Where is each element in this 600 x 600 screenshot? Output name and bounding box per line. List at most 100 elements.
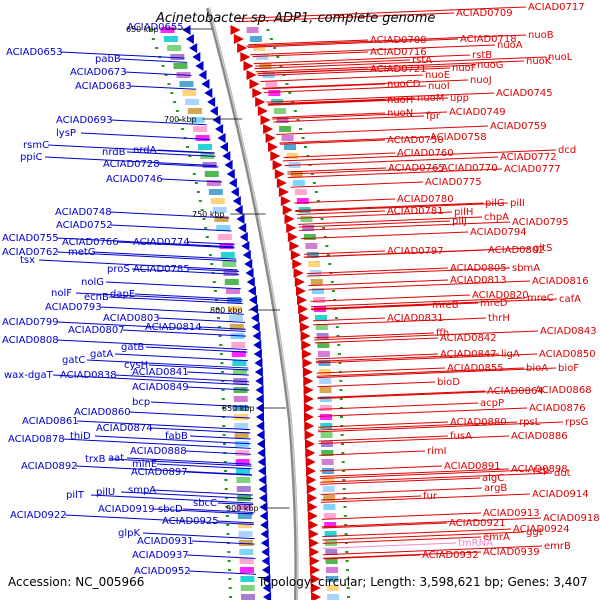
tick-mark bbox=[339, 398, 343, 400]
plus-strand-arrow bbox=[290, 250, 301, 260]
plus-gene-label: ACIAD0718 bbox=[460, 34, 517, 45]
plus-gene-label: ACIAD0770 bbox=[441, 163, 498, 174]
minus-strand-arrow bbox=[241, 241, 250, 251]
leader-line bbox=[60, 51, 185, 59]
annotation-tile bbox=[232, 360, 247, 366]
annotation-tile bbox=[240, 576, 255, 582]
tick-mark bbox=[185, 146, 189, 148]
minus-strand-arrow bbox=[255, 412, 264, 422]
leader-line bbox=[296, 210, 386, 216]
plus-strand-arrow bbox=[310, 565, 320, 575]
annotation-tile bbox=[326, 567, 338, 573]
gene-labels: ACIAD0655 ACIAD0653 pabB ACIAD0673 ACIAD0683… bbox=[2, 2, 600, 577]
minus-gene-label: minE bbox=[132, 459, 157, 470]
annotation-tile bbox=[322, 477, 335, 483]
plus-gene-label: ACIAD0775 bbox=[425, 177, 482, 188]
minus-gene-label: sbcC bbox=[193, 498, 217, 509]
plus-strand-arrow bbox=[233, 34, 244, 44]
plus-gene-label: ACIAD0781 bbox=[387, 206, 444, 217]
plus-strand-arrow bbox=[263, 124, 274, 134]
plus-strand-arrow bbox=[311, 592, 322, 600]
minus-gene-label: gatB bbox=[121, 342, 144, 353]
plus-strand-arrow bbox=[304, 439, 315, 449]
tick-mark bbox=[341, 452, 345, 454]
tick-mark bbox=[303, 146, 307, 148]
minus-strand-arrow bbox=[189, 43, 198, 53]
leader-line bbox=[314, 332, 435, 339]
annotation-tile bbox=[306, 252, 319, 258]
plus-gene-label: ACIAD0864 bbox=[487, 386, 544, 397]
leader-line bbox=[312, 317, 386, 322]
tick-mark bbox=[346, 578, 350, 580]
annotation-tile bbox=[222, 261, 237, 267]
plus-strand-arrow bbox=[294, 277, 305, 287]
annotation-tile bbox=[286, 153, 299, 159]
leader-line bbox=[150, 427, 251, 434]
plus-gene-label: rpsL bbox=[519, 417, 541, 428]
annotation-tile bbox=[253, 45, 266, 51]
minus-gene-label: aat bbox=[108, 453, 124, 464]
annotation-tile bbox=[265, 81, 278, 87]
tick-mark bbox=[337, 344, 341, 346]
tick-mark bbox=[228, 578, 232, 580]
minus-strand-arrow bbox=[238, 223, 247, 233]
plus-strand-arrow bbox=[292, 259, 303, 269]
leader-line bbox=[312, 317, 487, 326]
plus-gene-label: ACIAD0758 bbox=[430, 132, 487, 143]
kbp-marker: 650 kbp bbox=[126, 25, 159, 34]
minus-strand-arrow bbox=[261, 547, 270, 557]
plus-strand-arrow bbox=[295, 286, 306, 296]
plus-strand-arrow bbox=[305, 448, 316, 458]
leader-line bbox=[189, 435, 251, 440]
leader-line bbox=[306, 267, 449, 275]
annotation-tile bbox=[237, 504, 252, 510]
plus-strand-arrow bbox=[293, 268, 304, 278]
leader-line bbox=[128, 411, 250, 419]
plus-gene-label: thrH bbox=[488, 313, 510, 324]
minus-gene-label: ACIAD0922 bbox=[10, 510, 67, 521]
minus-strand-arrow bbox=[215, 124, 224, 134]
minus-strand-arrow bbox=[256, 430, 265, 440]
tick-mark bbox=[326, 254, 330, 256]
minus-gene-label: ACIAD0673 bbox=[70, 67, 127, 78]
leader-line bbox=[247, 38, 459, 48]
leader-line bbox=[157, 149, 215, 154]
plus-strand-arrow bbox=[301, 340, 312, 350]
plus-gene-label: ACIAD0820 bbox=[472, 290, 529, 301]
annotation-tile bbox=[320, 441, 333, 447]
leader-line bbox=[237, 12, 455, 23]
tick-mark bbox=[339, 389, 343, 391]
plus-strand-arrow bbox=[310, 583, 321, 593]
plus-strand-arrow bbox=[280, 196, 291, 206]
leader-line bbox=[186, 554, 256, 559]
plus-strand-arrow bbox=[287, 232, 298, 242]
annotation-tile bbox=[204, 171, 219, 177]
plus-gene-label: gltS bbox=[533, 243, 552, 254]
minus-gene-label: sbcD bbox=[158, 504, 183, 515]
minus-strand-arrow bbox=[251, 322, 260, 332]
plus-strand-arrow bbox=[302, 358, 313, 368]
leader-line bbox=[284, 156, 499, 167]
tick-mark bbox=[343, 497, 347, 499]
tick-mark bbox=[312, 182, 316, 184]
plus-gene-label: nuoE bbox=[425, 70, 450, 81]
minus-strand-arrow bbox=[207, 97, 216, 107]
minus-gene-label: metG bbox=[68, 247, 96, 258]
leader-line bbox=[160, 178, 222, 183]
accession-text: Accession: NC_005966 bbox=[8, 575, 144, 589]
minus-strand-arrow bbox=[260, 538, 269, 548]
minus-gene-label: nolG bbox=[81, 277, 104, 288]
leader-line bbox=[248, 39, 369, 46]
leader-line bbox=[321, 517, 542, 528]
annotation-tile bbox=[303, 234, 316, 240]
leader-line bbox=[318, 421, 518, 431]
annotation-tile bbox=[310, 279, 323, 285]
leader-line bbox=[109, 458, 252, 467]
plus-strand-arrow bbox=[282, 205, 293, 215]
plus-gene-label: nuoG bbox=[477, 60, 504, 71]
plus-gene-label: ACIAD0745 bbox=[496, 88, 553, 99]
minus-gene-label: gatA bbox=[90, 349, 113, 360]
minus-gene-label: ACIAD0748 bbox=[55, 207, 112, 218]
plus-strand-arrow bbox=[230, 25, 241, 35]
leader-line bbox=[295, 202, 509, 213]
